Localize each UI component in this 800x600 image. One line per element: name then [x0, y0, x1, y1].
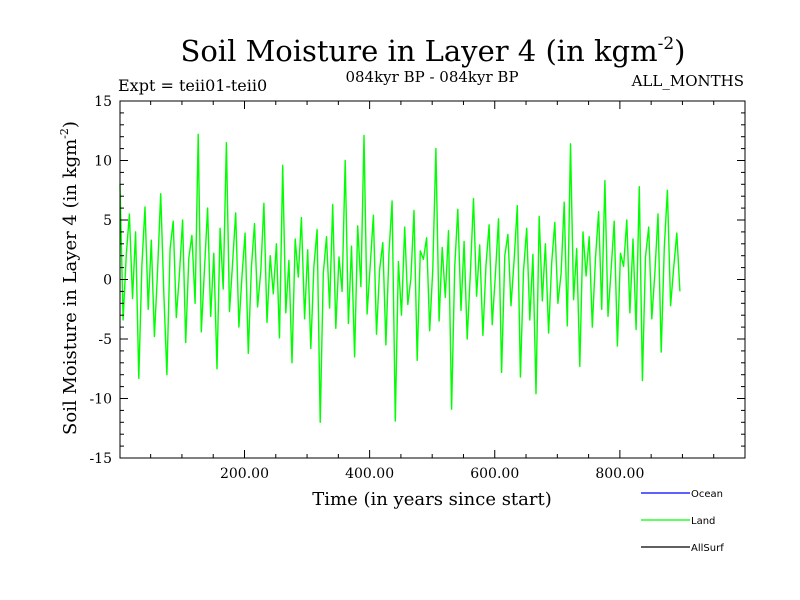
period-label: 084kyr BP - 084kyr BP	[345, 68, 518, 86]
legend-label-ocean: Ocean	[691, 489, 723, 500]
months-label: ALL_MONTHS	[631, 72, 744, 90]
x-axis-label: Time (in years since start)	[312, 489, 552, 510]
y-axis-label: Soil Moisture in Layer 4 (in kgm-2)	[58, 121, 81, 435]
y-tick-label: 5	[103, 213, 112, 229]
x-tick-label: 400.00	[345, 466, 394, 482]
experiment-label: Expt = teii01-teii0	[118, 76, 267, 95]
y-tick-label: -15	[89, 451, 112, 467]
legend-label-land: Land	[691, 516, 715, 527]
y-tick-label: -10	[89, 392, 112, 408]
x-tick-label: 600.00	[470, 466, 519, 482]
series-line-land	[119, 133, 681, 423]
x-tick-label: 800.00	[595, 466, 644, 482]
y-tick-label: -5	[98, 332, 112, 348]
y-axis-label-superscript: -2	[58, 128, 71, 139]
chart-title: Soil Moisture in Layer 4 (in kgm-2)	[180, 34, 685, 68]
legend: Ocean Land AllSurf	[641, 489, 724, 554]
y-tick-label: 10	[94, 154, 112, 170]
legend-label-allsurf: AllSurf	[691, 543, 724, 554]
plot-area: -15 -10 -5 0 5 10 15 200.00 400.00 600.00 800.00	[89, 94, 746, 482]
chart-title-superscript: -2	[658, 34, 675, 54]
x-tick-label: 200.00	[220, 466, 269, 482]
y-tick-label: 0	[103, 273, 112, 289]
y-tick-label: 15	[94, 94, 112, 110]
